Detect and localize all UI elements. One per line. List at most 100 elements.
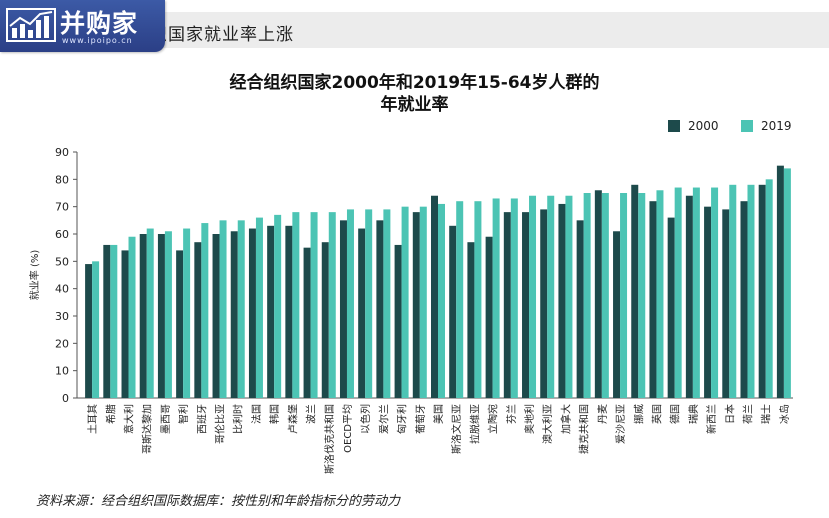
x-tick-label: 墨西哥 — [160, 404, 172, 434]
bar-2019 — [438, 203, 445, 398]
bar-2000 — [412, 212, 420, 398]
bar-2019 — [601, 193, 609, 398]
x-tick-label: 土耳其 — [86, 404, 99, 434]
bar-2000 — [85, 264, 93, 398]
x-tick-label: 斯洛伐克共和国 — [323, 404, 336, 474]
x-tick-label: 英国 — [650, 404, 663, 424]
bar-2019 — [747, 184, 755, 398]
bar-2019 — [765, 179, 773, 398]
chart-title-line2: 年就业率 — [380, 95, 449, 115]
bar-2000 — [449, 225, 457, 398]
bar-2019 — [164, 231, 172, 398]
bar-2000 — [503, 212, 511, 398]
bar-2019 — [146, 228, 154, 398]
bar-2019 — [492, 198, 500, 398]
y-tick-label: 0 — [62, 392, 69, 405]
x-tick-label: 波兰 — [305, 404, 318, 424]
bar-2019 — [729, 184, 737, 398]
bar-2019 — [583, 193, 591, 398]
x-tick-label: 捷克共和国 — [578, 404, 591, 454]
bar-2000 — [212, 234, 220, 398]
bar-2019 — [219, 220, 227, 398]
chart-icon — [6, 8, 56, 42]
y-tick-label: 30 — [55, 310, 69, 323]
bar-2019 — [201, 223, 209, 398]
legend-swatch-2000 — [668, 120, 680, 132]
bar-2019 — [110, 244, 118, 398]
x-tick-label: 葡萄牙 — [414, 404, 427, 434]
x-tick-label: 以色列 — [359, 404, 372, 434]
x-tick-label: 日本 — [723, 404, 736, 424]
x-tick-label: 立陶宛 — [487, 404, 500, 434]
bar-2000 — [394, 244, 402, 398]
x-tick-label: 挪威 — [632, 404, 645, 424]
bar-2019 — [346, 209, 354, 398]
bar-2000 — [339, 220, 347, 398]
bar-2019 — [638, 193, 646, 398]
bar-2000 — [485, 236, 493, 398]
bar-2019 — [456, 201, 464, 398]
x-tick-label: 西班牙 — [196, 404, 208, 434]
bar-2019 — [783, 168, 791, 398]
x-tick-label: 爱沙尼亚 — [614, 404, 627, 444]
y-tick-label: 90 — [55, 146, 69, 159]
bar-2000 — [576, 220, 584, 398]
y-tick-label: 50 — [55, 255, 69, 268]
bar-2000 — [613, 231, 621, 398]
bar-2000 — [649, 201, 657, 398]
y-tick-label: 20 — [55, 337, 69, 350]
x-tick-label: 德国 — [669, 404, 682, 424]
bar-2019 — [529, 195, 537, 398]
bar-2000 — [139, 234, 147, 398]
x-tick-label: 斯洛文尼亚 — [450, 404, 463, 454]
bar-2019 — [128, 236, 136, 398]
bar-2000 — [631, 184, 639, 398]
x-tick-label: 加拿大 — [559, 404, 572, 434]
source-note: 资料来源：经合组织国际数据库：按性别和年龄指标分的劳动力 — [36, 494, 401, 509]
bar-2019 — [183, 228, 191, 398]
x-tick-label: 丹麦 — [597, 404, 609, 424]
bar-2019 — [474, 201, 482, 398]
bar-2000 — [667, 217, 675, 398]
bar-2000 — [376, 220, 384, 398]
bar-2019 — [383, 209, 391, 398]
bar-2000 — [722, 209, 730, 398]
y-tick-label: 60 — [55, 228, 69, 241]
bar-2019 — [92, 261, 100, 398]
bar-2000 — [103, 244, 111, 398]
bar-2000 — [540, 209, 548, 398]
x-tick-label: 新西兰 — [705, 404, 718, 434]
bar-2000 — [740, 201, 748, 398]
logo: 并购家 www.ipoipo.cn — [0, 0, 165, 52]
x-tick-label: 瑞士 — [760, 404, 773, 424]
bar-2019 — [711, 187, 719, 398]
bar-2019 — [328, 212, 336, 398]
y-tick-label: 70 — [55, 201, 69, 214]
x-tick-label: 芬兰 — [505, 404, 518, 424]
bar-2000 — [176, 250, 184, 398]
bar-2019 — [510, 198, 518, 398]
x-tick-label: OECD平均 — [342, 404, 354, 453]
x-tick-label: 美国 — [432, 404, 445, 424]
bar-2000 — [248, 228, 256, 398]
x-tick-label: 智利 — [177, 404, 190, 424]
bar-2019 — [656, 190, 664, 398]
bar-2000 — [267, 225, 275, 398]
x-tick-label: 澳大利亚 — [541, 404, 554, 444]
bar-2000 — [303, 247, 311, 398]
x-tick-label: 哥斯达黎加 — [141, 404, 154, 454]
x-tick-label: 爱尔兰 — [377, 404, 390, 434]
bar-2000 — [758, 184, 766, 398]
page-title: 织国家就业率上涨 — [150, 25, 294, 45]
x-tick-label: 奥地利 — [523, 404, 536, 434]
x-tick-label: 韩国 — [268, 404, 281, 424]
y-tick-label: 10 — [55, 365, 69, 378]
bar-2000 — [522, 212, 530, 398]
bar-2000 — [776, 165, 784, 398]
x-tick-label: 拉脱维亚 — [468, 404, 481, 444]
bar-2000 — [194, 242, 202, 398]
bar-2019 — [692, 187, 700, 398]
x-tick-label: 希腊 — [104, 404, 117, 424]
bar-2019 — [365, 209, 373, 398]
bar-2019 — [547, 195, 555, 398]
